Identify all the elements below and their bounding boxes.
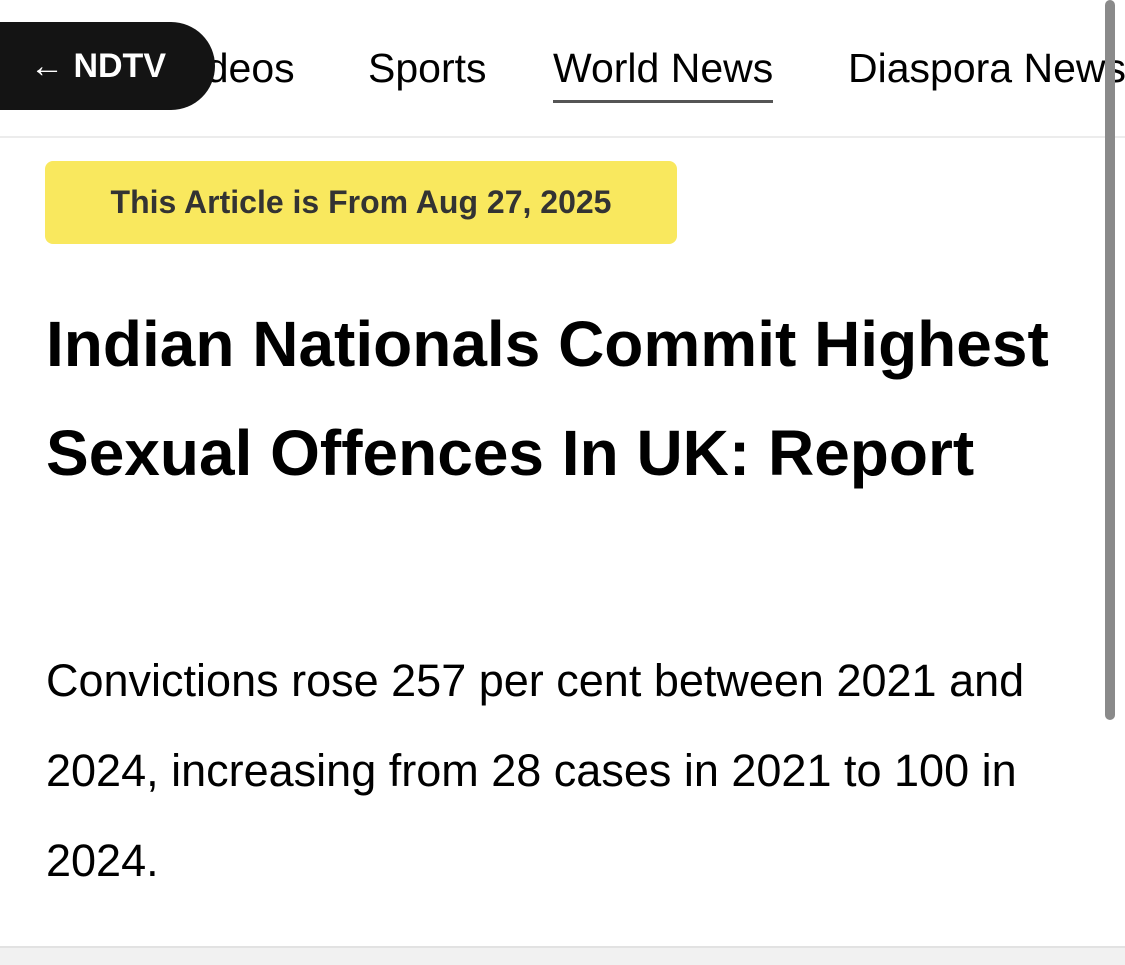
date-badge: This Article is From Aug 27, 2025 (45, 161, 677, 244)
nav-link[interactable]: World News (553, 44, 774, 103)
nav-link[interactable]: Sports (368, 45, 487, 91)
nav-bar: ← NDTV Videos Sports World News Diaspora… (0, 0, 1125, 138)
summary: Convictions rose 257 per cent between 20… (46, 655, 1025, 886)
scrollbar[interactable] (1105, 0, 1115, 720)
back-button[interactable]: ← NDTV (0, 22, 215, 110)
footer-band (0, 946, 1125, 965)
headline: Indian Nationals Commit Highest Sexual O… (46, 308, 1049, 489)
nav-link[interactable]: Diaspora News (848, 45, 1125, 91)
